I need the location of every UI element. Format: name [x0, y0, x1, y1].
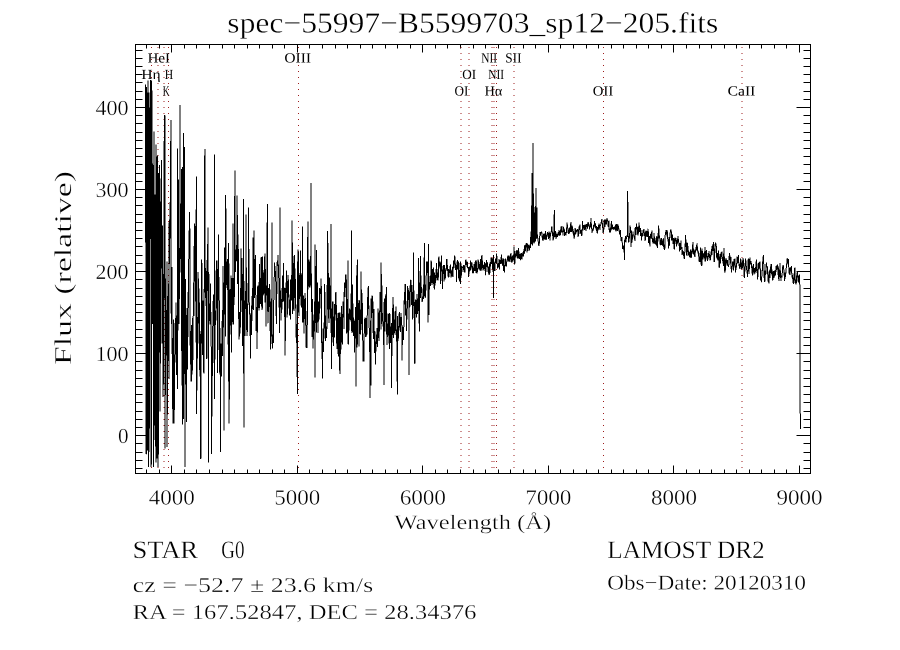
svg-text:Hη: Hη: [141, 68, 160, 83]
svg-text:4000: 4000: [149, 486, 195, 510]
svg-text:NII: NII: [488, 68, 504, 83]
svg-text:NII: NII: [481, 52, 497, 67]
svg-text:K: K: [163, 85, 170, 100]
svg-text:0: 0: [118, 424, 129, 448]
svg-text:STAR: STAR: [133, 537, 199, 564]
svg-text:OII: OII: [593, 85, 614, 100]
svg-text:6000: 6000: [400, 486, 446, 510]
svg-text:Hα: Hα: [485, 85, 503, 100]
svg-text:H: H: [165, 68, 173, 83]
svg-text:OIII: OIII: [284, 52, 311, 67]
svg-text:Wavelength (Å): Wavelength (Å): [394, 512, 551, 534]
svg-text:Flux (relative): Flux (relative): [51, 171, 77, 365]
svg-text:Obs−Date: 20120310: Obs−Date: 20120310: [607, 571, 806, 595]
svg-text:100: 100: [96, 342, 129, 366]
svg-text:HeI: HeI: [148, 52, 171, 67]
svg-text:spec−55997−B5599703_sp12−205.f: spec−55997−B5599703_sp12−205.fits: [227, 8, 718, 40]
svg-text:9000: 9000: [777, 486, 823, 510]
svg-text:RA = 167.52847, DEC = 28.3437: RA = 167.52847, DEC = 28.34376: [133, 600, 477, 624]
svg-text:8000: 8000: [651, 486, 697, 510]
svg-text:200: 200: [96, 260, 129, 284]
svg-text:OI: OI: [455, 85, 469, 100]
svg-text:CaII: CaII: [728, 85, 756, 100]
svg-text:G0: G0: [221, 537, 244, 564]
svg-text:SII: SII: [505, 52, 522, 67]
svg-text:400: 400: [96, 96, 129, 120]
svg-text:LAMOST DR2: LAMOST DR2: [607, 537, 764, 564]
svg-text:cz = −52.7 ± 23.6 km/s: cz = −52.7 ± 23.6 km/s: [133, 573, 374, 597]
svg-text:7000: 7000: [525, 486, 571, 510]
svg-text:OI: OI: [462, 68, 476, 83]
svg-text:5000: 5000: [274, 486, 320, 510]
svg-text:300: 300: [96, 178, 129, 202]
